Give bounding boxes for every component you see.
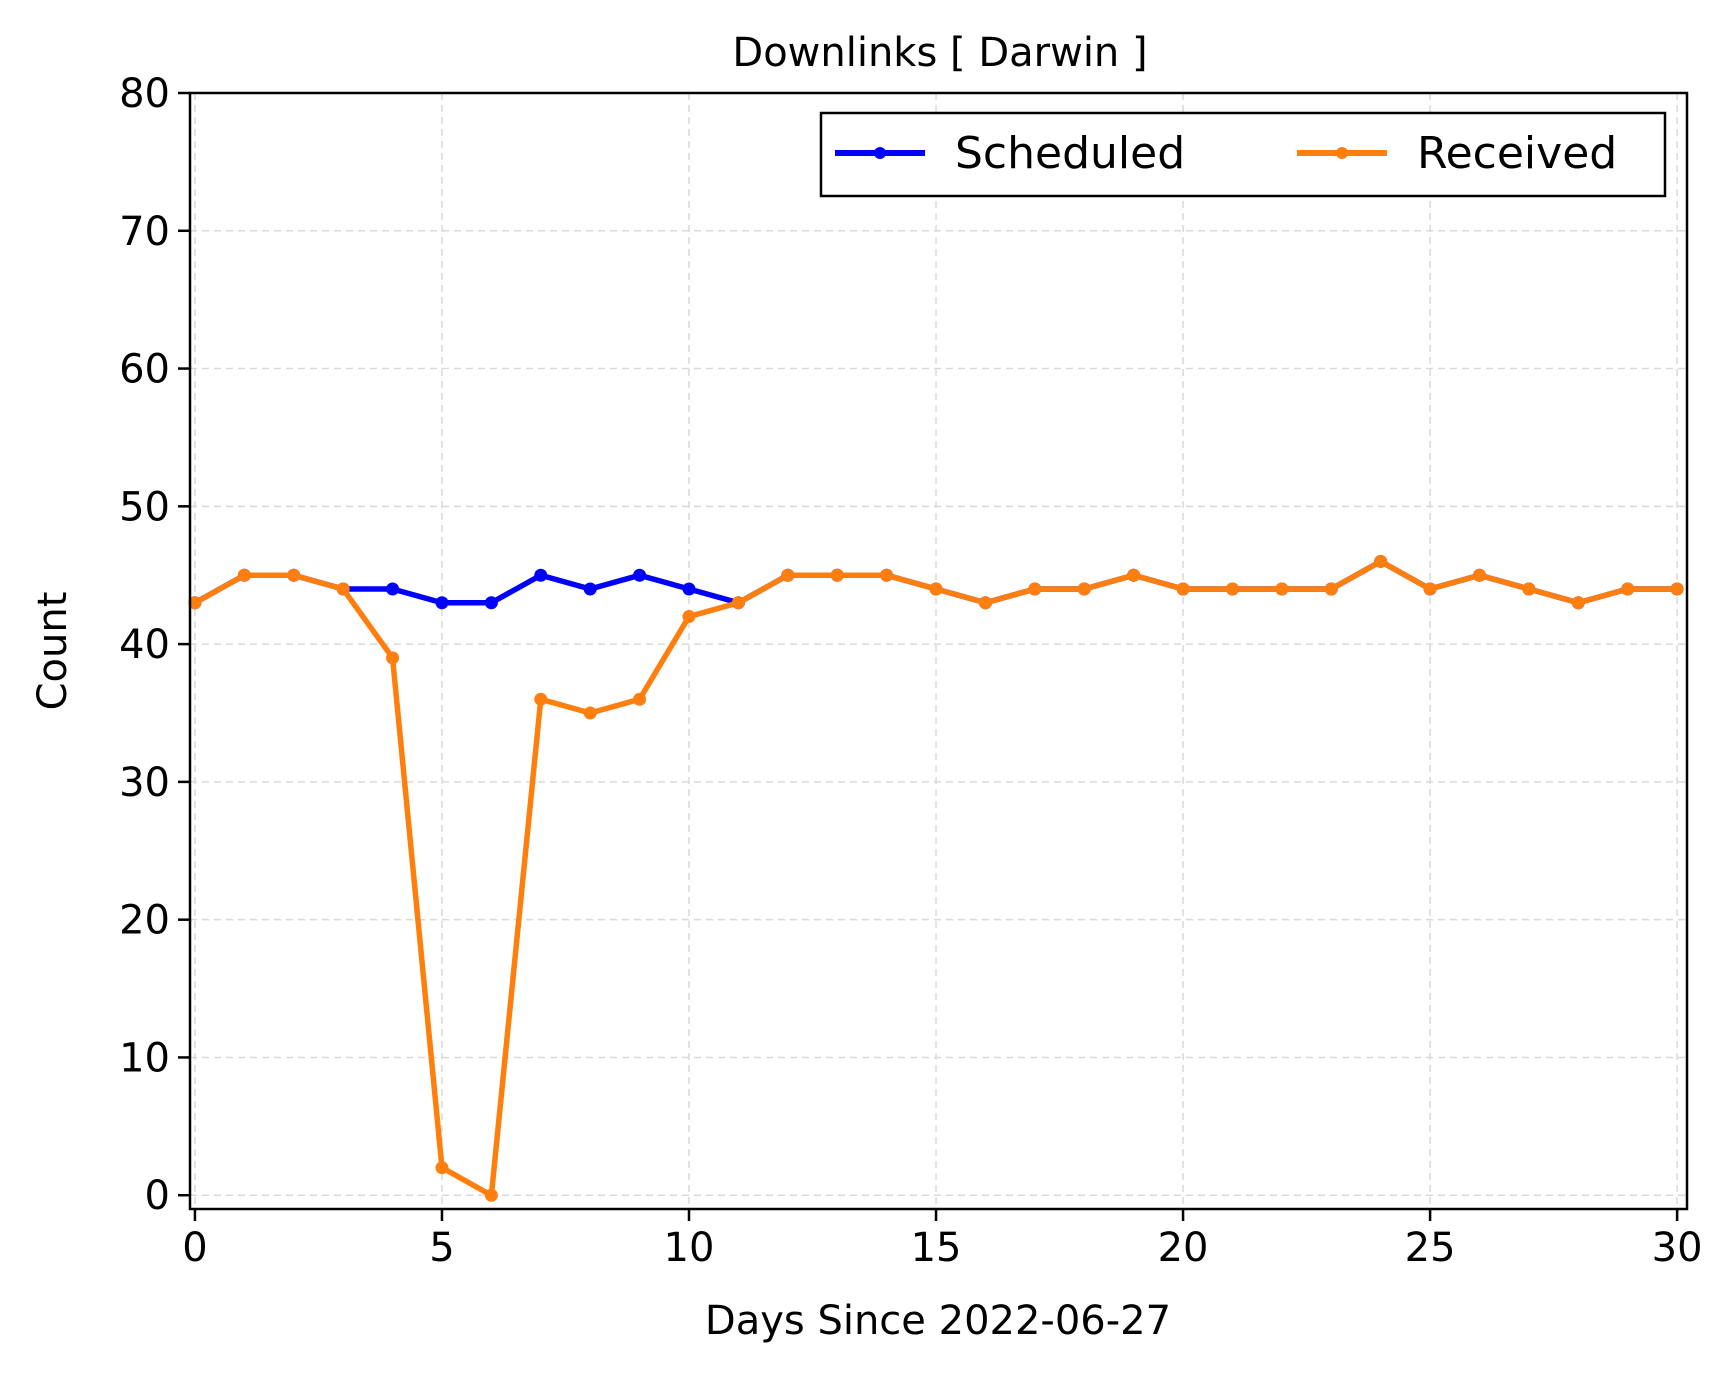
data-point-received (1275, 582, 1289, 596)
y-tick-label: 50 (119, 484, 170, 530)
data-point-received (287, 568, 301, 582)
y-tick-label: 80 (119, 71, 170, 117)
data-point-received (435, 1161, 449, 1175)
legend-label-received: Received (1417, 128, 1617, 179)
data-point-scheduled (386, 582, 400, 596)
data-point-received (830, 568, 844, 582)
legend: Scheduled Received (819, 111, 1667, 198)
data-point-received (781, 568, 795, 582)
legend-label-scheduled: Scheduled (955, 128, 1185, 179)
data-point-received (1324, 582, 1338, 596)
x-tick-label: 5 (429, 1225, 454, 1271)
y-axis-label: Count (30, 592, 76, 711)
data-point-received (929, 582, 943, 596)
y-tick-label: 10 (119, 1035, 170, 1081)
data-point-received (1225, 582, 1239, 596)
data-point-received (978, 596, 992, 610)
data-point-received (1522, 582, 1536, 596)
y-tick-label: 40 (119, 622, 170, 668)
plot-frame (188, 91, 1689, 1211)
data-point-received (1670, 582, 1684, 596)
data-point-received (1571, 596, 1585, 610)
data-point-received (237, 568, 251, 582)
x-tick-label: 30 (1652, 1225, 1703, 1271)
data-point-received (682, 610, 696, 624)
y-tick-label: 0 (145, 1173, 170, 1219)
x-tick-label: 0 (182, 1225, 207, 1271)
legend-marker-scheduled (874, 147, 886, 159)
x-axis-label: Days Since 2022-06-27 (705, 1298, 1171, 1344)
data-point-received (1423, 582, 1437, 596)
series-layer (188, 554, 1684, 1202)
data-point-received (880, 568, 894, 582)
data-point-scheduled (484, 596, 498, 610)
data-point-received (1472, 568, 1486, 582)
data-point-scheduled (633, 568, 647, 582)
x-tick-label: 25 (1405, 1225, 1456, 1271)
x-tick-label: 15 (911, 1225, 962, 1271)
data-point-scheduled (435, 596, 449, 610)
data-point-received (633, 692, 647, 706)
data-point-received (534, 692, 548, 706)
data-point-received (583, 706, 597, 720)
data-point-scheduled (534, 568, 548, 582)
data-point-received (1374, 554, 1388, 568)
data-point-received (1077, 582, 1091, 596)
data-point-scheduled (583, 582, 597, 596)
data-point-received (731, 596, 745, 610)
data-point-scheduled (682, 582, 696, 596)
grid-lines (190, 92, 1687, 1209)
x-axis-ticks: 0 5 10 15 20 25 30 (182, 1209, 1703, 1271)
x-tick-label: 10 (664, 1225, 715, 1271)
data-point-received (336, 582, 350, 596)
legend-marker-received (1336, 147, 1348, 159)
data-point-received (188, 596, 202, 610)
y-tick-label: 60 (119, 347, 170, 393)
data-point-received (484, 1188, 498, 1202)
data-point-received (1621, 582, 1635, 596)
data-point-received (1028, 582, 1042, 596)
y-tick-label: 70 (119, 209, 170, 255)
y-tick-label: 30 (119, 760, 170, 806)
y-axis-ticks: 0 10 20 30 40 50 60 70 80 (119, 71, 190, 1219)
x-tick-label: 20 (1158, 1225, 1209, 1271)
data-point-received (1176, 582, 1190, 596)
legend-box (819, 111, 1667, 198)
data-point-received (386, 651, 400, 665)
data-point-received (1127, 568, 1141, 582)
chart-title: Downlinks [ Darwin ] (732, 30, 1147, 76)
y-tick-label: 20 (119, 898, 170, 944)
